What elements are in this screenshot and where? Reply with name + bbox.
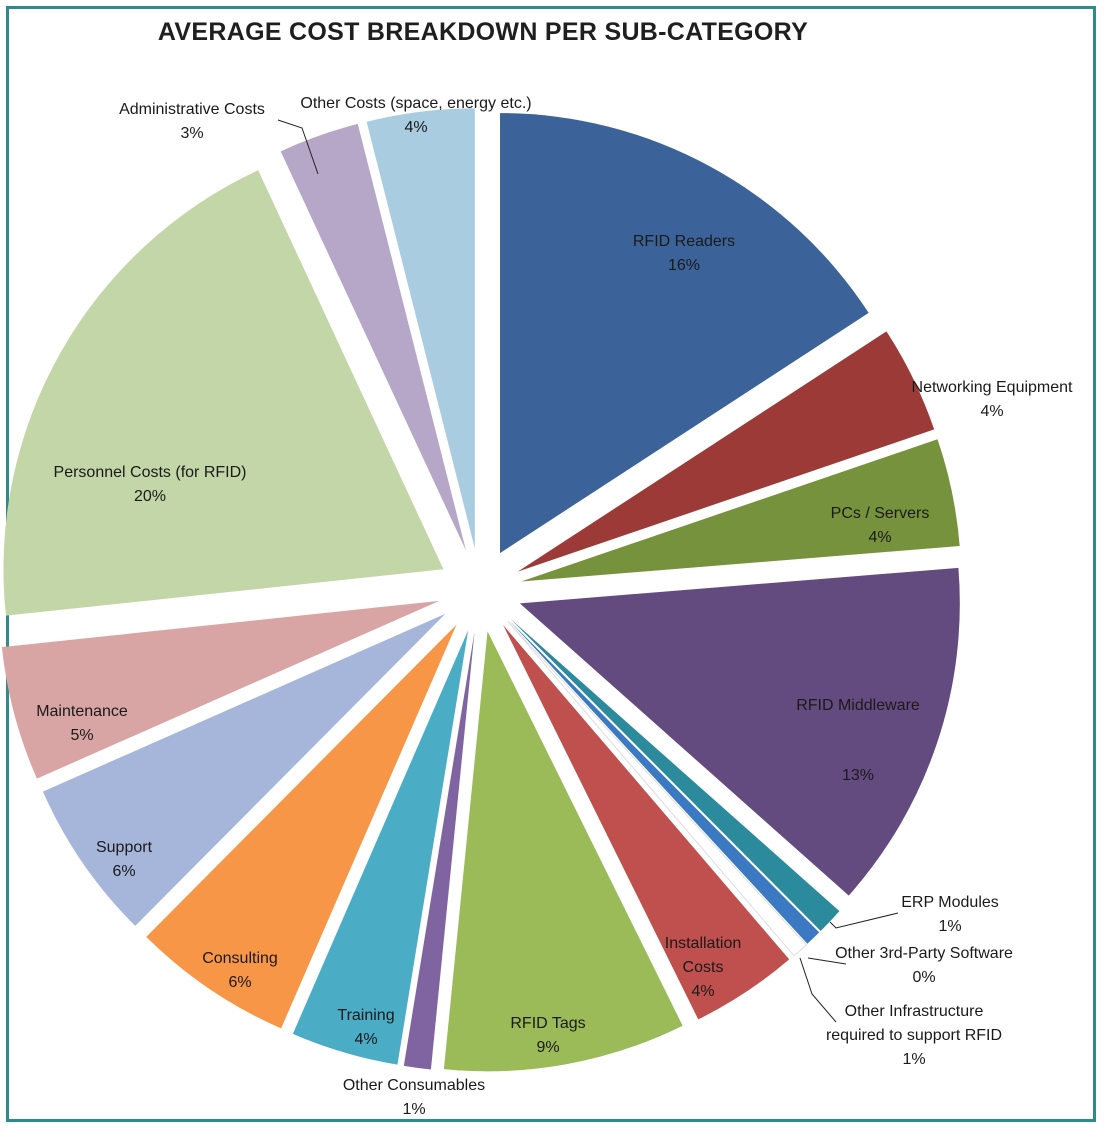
slice-value-erp-modules: 1% (938, 918, 961, 935)
pie-slice-rfid-middleware (519, 567, 960, 896)
slice-label-support: Support (96, 839, 153, 856)
slice-value-other-consumables: 1% (402, 1101, 425, 1118)
slice-label-rfid-tags: RFID Tags (510, 1015, 585, 1032)
slice-value-administrative-costs: 3% (180, 125, 203, 142)
leader-line (799, 957, 837, 1023)
pie-slice-installation-costs (503, 625, 790, 1020)
slice-label-rfid-readers: RFID Readers (633, 233, 735, 250)
slice-label-rfid-middleware: RFID Middleware (796, 697, 920, 714)
pie-slice-other-consumables (403, 631, 475, 1070)
slice-value-pcs-servers: 4% (868, 529, 891, 546)
slice-label-maintenance: Maintenance (36, 703, 128, 720)
pie-slice-personnel-costs-for-rfid (3, 170, 444, 616)
leader-line (277, 119, 319, 175)
slice-value-rfid-readers: 16% (668, 257, 700, 274)
pie-slice-consulting (146, 624, 457, 1029)
slice-label-other-costs-space-energy-etc: Other Costs (space, energy etc.) (300, 95, 531, 112)
pie-slice-support (42, 613, 446, 926)
slice-label-erp-modules: ERP Modules (901, 894, 999, 911)
pie-slice-other-infrastructure-required-to-support-rfid (507, 621, 807, 957)
pie-slice-training (292, 630, 469, 1065)
pie-slice-other-costs-space-energy-etc (366, 108, 475, 549)
slice-value-other-costs-space-energy-etc: 4% (404, 119, 427, 136)
slice-value-training: 4% (354, 1031, 377, 1048)
slice-value-other-infrastructure-required-to-support-rfid: 1% (902, 1051, 925, 1068)
leader-line (829, 912, 899, 929)
slice-label-pcs-servers: PCs / Servers (831, 505, 930, 522)
slice-label-other-consumables: Other Consumables (343, 1077, 485, 1094)
chart-title: AVERAGE COST BREAKDOWN PER SUB-CATEGORY (157, 18, 809, 46)
slice-value-rfid-tags: 9% (536, 1039, 559, 1056)
pie-slice-maintenance (1, 600, 440, 779)
pie-slice-pcs-servers (521, 439, 960, 582)
leader-line (807, 957, 847, 965)
slice-label-administrative-costs: Administrative Costs (119, 101, 265, 118)
slice-label-consulting: Consulting (202, 950, 278, 967)
slice-value-support: 6% (112, 863, 135, 880)
slice-value-networking-equipment: 4% (980, 403, 1003, 420)
slice-label-personnel-costs-for-rfid: Personnel Costs (for RFID) (54, 464, 247, 481)
slice-value-maintenance: 5% (70, 727, 93, 744)
pie-slice-rfid-readers (500, 113, 869, 554)
slice-label-other-3rd-party-software: Other 3rd-Party Software (835, 945, 1013, 962)
slice-label-training: Training (337, 1007, 394, 1024)
slice-value-rfid-middleware: 13% (842, 767, 874, 784)
pie-slice-networking-equipment (517, 331, 935, 572)
slice-label-networking-equipment: Networking Equipment (912, 379, 1074, 396)
pie-slice-administrative-costs (280, 123, 466, 551)
slice-value-other-3rd-party-software: 0% (912, 969, 935, 986)
slice-value-consulting: 6% (228, 974, 251, 991)
slice-label-other-infrastructure-required-to-support-rfid: Other Infrastructure required to support … (826, 1003, 1002, 1044)
slice-value-installation-costs: 4% (691, 983, 714, 1000)
slice-value-personnel-costs-for-rfid: 20% (134, 488, 166, 505)
slice-label-installation-costs: Installation Costs (665, 935, 742, 976)
pie-slice-rfid-tags (443, 631, 683, 1072)
pie-slice-erp-modules (510, 618, 840, 931)
pie-slice-other-3rd-party-software (509, 620, 820, 944)
